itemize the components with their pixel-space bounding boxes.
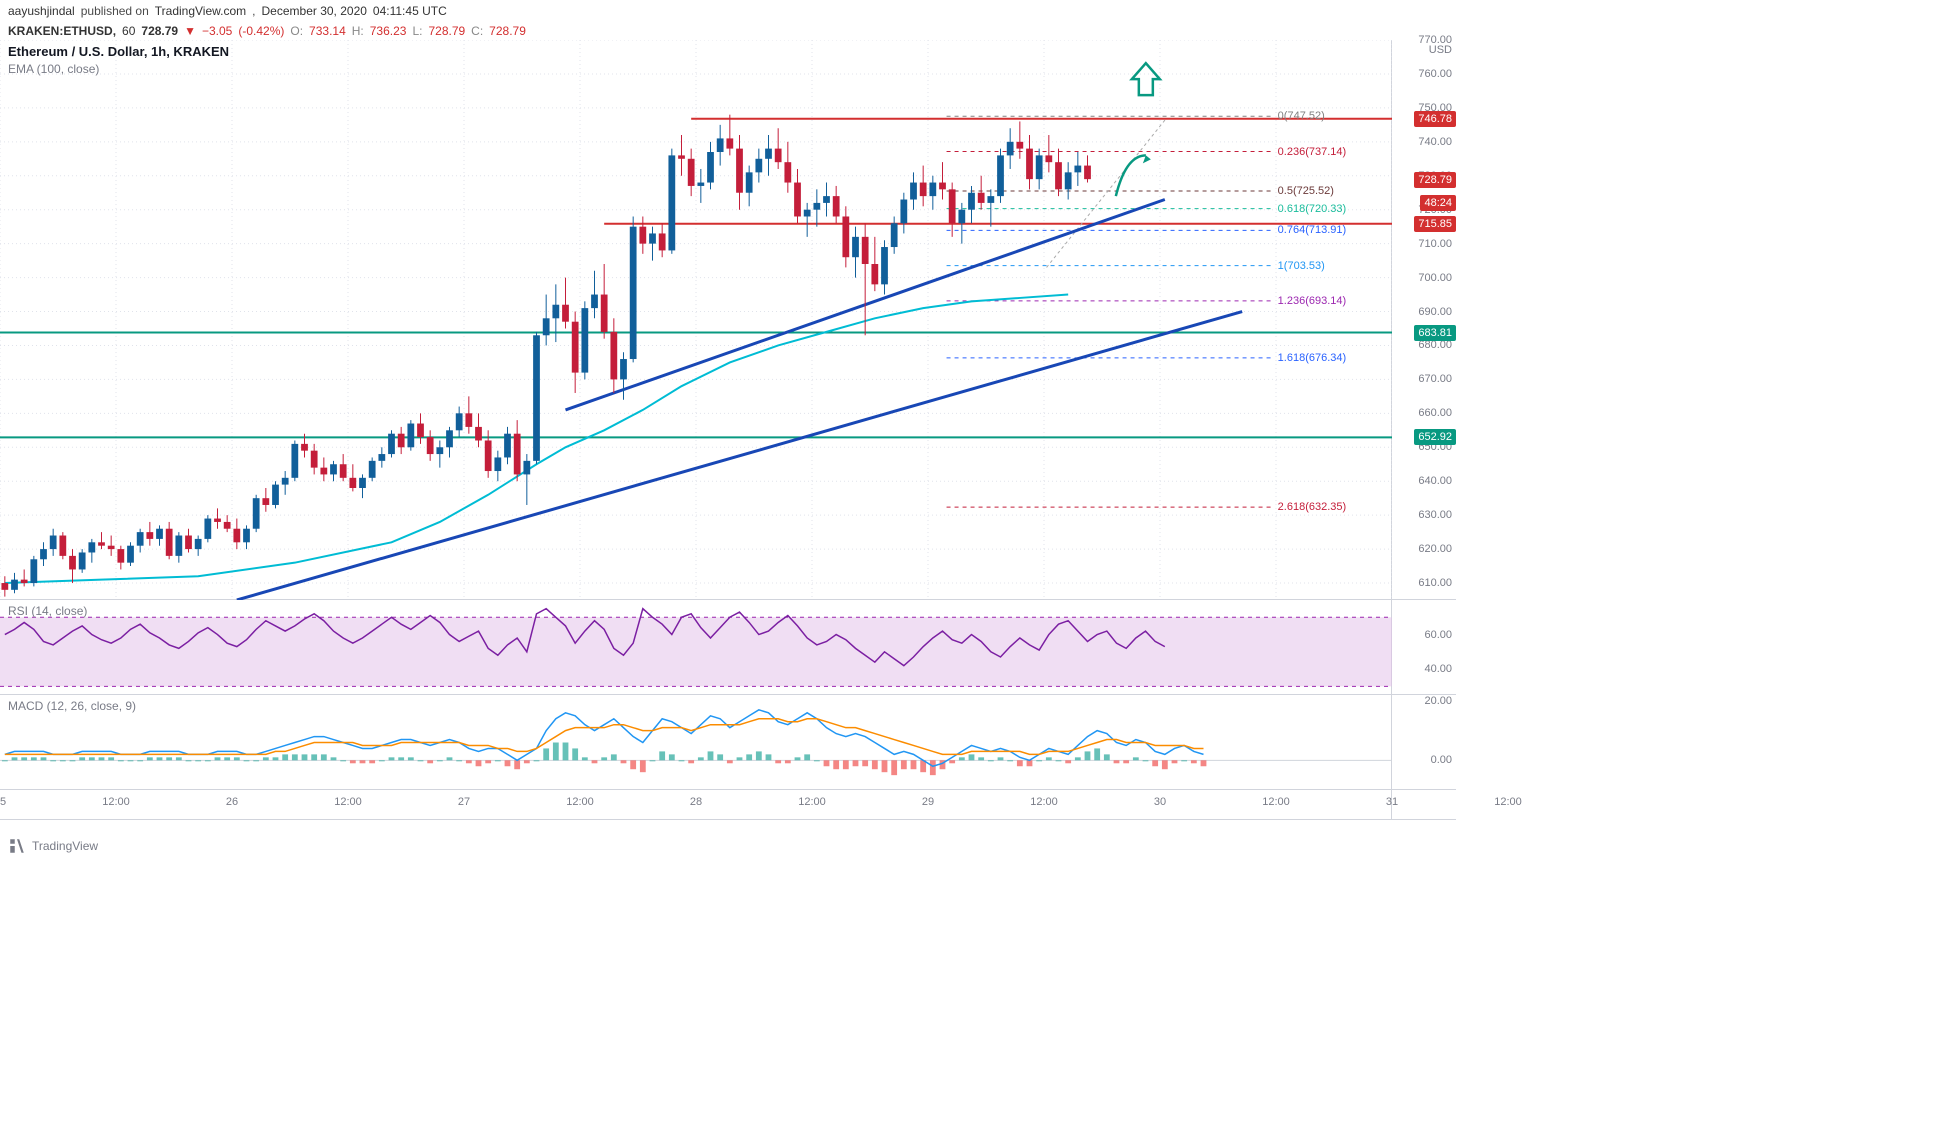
- macd-title: MACD (12, 26, close, 9): [8, 699, 136, 713]
- y-tick-label: 700.00: [1418, 272, 1452, 284]
- open-label: O:: [290, 24, 303, 38]
- published-prefix: published on: [81, 4, 149, 18]
- rsi-panel[interactable]: RSI (14, close) 40.00 60.00: [0, 600, 1456, 695]
- x-tick-label: 12:00: [1262, 796, 1290, 808]
- xaxis-spacer: [1392, 790, 1456, 819]
- x-tick-label: 12:00: [566, 796, 594, 808]
- y-tick-label: 680.00: [1418, 339, 1452, 351]
- time-axis[interactable]: 25 12:00 26 12:00 27 12:00 28 12:00 29 12:00 30 12:…: [0, 790, 1392, 819]
- ema-label: EMA (100, close): [8, 62, 99, 76]
- symbol-info-bar: KRAKEN:ETHUSD, 60 728.79 ▼ −3.05 (-0.42%…: [0, 22, 1456, 40]
- sep: ,: [252, 4, 255, 18]
- y-tick-label: 610.00: [1418, 577, 1452, 589]
- author: aayushjindal: [8, 4, 75, 18]
- rsi-y-tick: 60.00: [1424, 629, 1452, 641]
- close-value: 728.79: [489, 24, 526, 38]
- rsi-plot-area[interactable]: [0, 600, 1392, 694]
- y-tick-label: 740.00: [1418, 136, 1452, 148]
- fib-label: 0.618(720.33): [1278, 203, 1347, 215]
- y-tick-label: 710.00: [1418, 238, 1452, 250]
- x-tick-label: 27: [458, 796, 470, 808]
- macd-y-axis[interactable]: 0.00 20.00: [1392, 695, 1456, 789]
- macd-plot-area[interactable]: [0, 695, 1392, 789]
- rsi-y-axis[interactable]: 40.00 60.00: [1392, 600, 1456, 694]
- x-tick-label: 25: [0, 796, 6, 808]
- y-tick-label: 620.00: [1418, 543, 1452, 555]
- fib-label: 0.764(713.91): [1278, 224, 1347, 236]
- tradingview-logo-icon: [8, 837, 26, 855]
- fib-label: 1.618(676.34): [1278, 352, 1347, 364]
- last-price: 728.79: [141, 24, 178, 38]
- rsi-title: RSI (14, close): [8, 604, 87, 618]
- publish-date: December 30, 2020: [262, 4, 367, 18]
- y-tick-label: 760.00: [1418, 68, 1452, 80]
- x-tick-label: 29: [922, 796, 934, 808]
- fib-label: 0.236(737.14): [1278, 146, 1347, 158]
- fib-label: 1(703.53): [1278, 260, 1325, 272]
- high-value: 736.23: [370, 24, 407, 38]
- chart-title: Ethereum / U.S. Dollar, 1h, KRAKEN: [8, 44, 229, 59]
- y-tick-label: 630.00: [1418, 509, 1452, 521]
- y-tick-label: 640.00: [1418, 475, 1452, 487]
- fib-label: 2.618(632.35): [1278, 501, 1347, 513]
- main-plot-area[interactable]: 0(747.52) 0.236(737.14) 0.5(725.52) 0.618(7…: [0, 40, 1392, 599]
- macd-y-tick: 0.00: [1431, 754, 1452, 766]
- change-pct: (-0.42%): [238, 24, 284, 38]
- fib-label: 1.236(693.14): [1278, 295, 1347, 307]
- price-tag: 48:24: [1420, 195, 1456, 211]
- chart-container: Ethereum / U.S. Dollar, 1h, KRAKEN EMA (…: [0, 40, 1456, 820]
- x-tick-label: 12:00: [334, 796, 362, 808]
- exchange: KRAKEN:ETHUSD,: [8, 24, 116, 38]
- x-tick-label: 12:00: [102, 796, 130, 808]
- y-tick-label: 690.00: [1418, 306, 1452, 318]
- y-tick-label: 770.00: [1418, 34, 1452, 46]
- time-axis-panel[interactable]: 25 12:00 26 12:00 27 12:00 28 12:00 29 12:00 30 12:…: [0, 790, 1456, 820]
- x-tick-label: 12:00: [798, 796, 826, 808]
- low-label: L:: [412, 24, 422, 38]
- main-y-axis[interactable]: USD 610.00620.00630.00640.00650.00660.00…: [1392, 40, 1456, 599]
- price-tag: 728.79: [1414, 172, 1456, 188]
- main-price-panel[interactable]: Ethereum / U.S. Dollar, 1h, KRAKEN EMA (…: [0, 40, 1456, 600]
- publish-time: 04:11:45 UTC: [373, 4, 447, 18]
- price-level-tag: 715.85: [1414, 216, 1456, 232]
- fib-label: 0(747.52): [1278, 110, 1325, 122]
- macd-panel[interactable]: MACD (12, 26, close, 9) 0.00 20.00: [0, 695, 1456, 790]
- y-tick-label: 660.00: [1418, 407, 1452, 419]
- price-level-tag: 652.92: [1414, 429, 1456, 445]
- y-tick-label: 670.00: [1418, 373, 1452, 385]
- change-value: −3.05: [202, 24, 232, 38]
- x-tick-label: 12:00: [1494, 796, 1522, 808]
- low-value: 728.79: [428, 24, 465, 38]
- fib-label: 0.5(725.52): [1278, 185, 1334, 197]
- publish-site: TradingView.com: [155, 4, 246, 18]
- rsi-y-tick: 40.00: [1424, 663, 1452, 675]
- change-arrow-icon: ▼: [184, 24, 196, 38]
- high-label: H:: [352, 24, 364, 38]
- x-tick-label: 28: [690, 796, 702, 808]
- x-tick-label: 30: [1154, 796, 1166, 808]
- footer-brand: TradingView: [32, 839, 98, 853]
- footer: TradingView: [8, 837, 98, 855]
- price-level-tag: 746.78: [1414, 111, 1456, 127]
- close-label: C:: [471, 24, 483, 38]
- publish-header: aayushjindal published on TradingView.co…: [0, 0, 1456, 22]
- open-value: 733.14: [309, 24, 346, 38]
- x-tick-label: 12:00: [1030, 796, 1058, 808]
- x-tick-label: 26: [226, 796, 238, 808]
- price-level-tag: 683.81: [1414, 325, 1456, 341]
- macd-y-tick: 20.00: [1424, 695, 1452, 707]
- interval: 60: [122, 24, 135, 38]
